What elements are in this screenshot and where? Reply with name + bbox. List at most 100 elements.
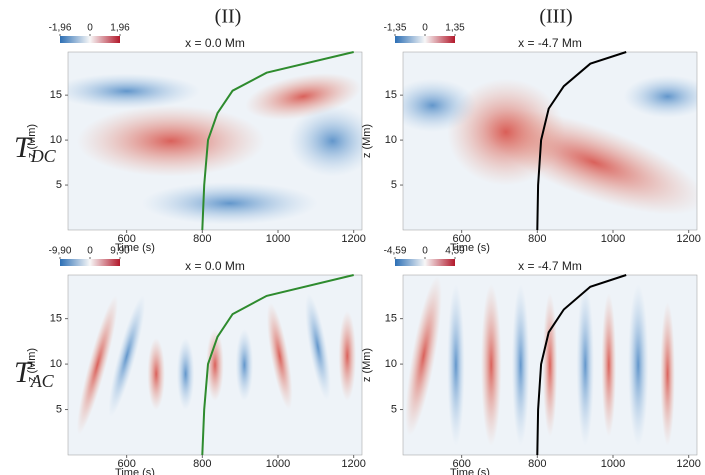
texture: [627, 284, 649, 446]
x-axis-label: Time (s): [450, 242, 490, 254]
texture: [338, 311, 357, 401]
y-tick-label: 5: [391, 179, 397, 191]
x-tick-label: 1200: [676, 233, 700, 245]
texture: [511, 284, 530, 446]
texture: [305, 293, 331, 401]
panel-title: x = 0.0 Mm: [185, 36, 245, 50]
y-tick-label: 10: [385, 134, 397, 146]
colorbar-label: -1,96: [49, 23, 72, 34]
frame: [67, 274, 363, 456]
row-subscript: DC: [30, 146, 57, 166]
y-tick-label: 15: [385, 89, 397, 101]
texture: [206, 329, 224, 401]
curve: [536, 51, 627, 231]
y-axis-label: z (Mm): [361, 124, 373, 158]
texture: [601, 293, 617, 437]
panel-title: x = -4.7 Mm: [518, 36, 582, 50]
frame: [402, 274, 698, 456]
texture: [266, 302, 293, 410]
colorbar-label: -9,90: [49, 246, 72, 257]
x-tick-label: 600: [117, 233, 135, 245]
texture: [403, 78, 477, 133]
texture: [147, 338, 166, 410]
texture: [235, 329, 254, 401]
row-label: TAC: [14, 356, 55, 391]
x-axis-label: Time (s): [115, 242, 155, 254]
colorbar: [395, 259, 455, 266]
colorbar-label: 9,90: [110, 246, 130, 257]
x-tick-label: 800: [193, 458, 211, 470]
x-tick-label: 800: [528, 458, 546, 470]
x-tick-label: 1000: [601, 233, 625, 245]
x-tick-label: 1000: [266, 233, 290, 245]
colorbar-label: 4,59: [445, 246, 465, 257]
curve: [536, 274, 627, 456]
x-tick-label: 1200: [676, 458, 700, 470]
y-axis-label: z (Mm): [26, 124, 38, 158]
texture: [405, 276, 442, 436]
y-axis-label: z (Mm): [361, 348, 373, 382]
heatmap: [68, 275, 362, 455]
y-tick-label: 5: [56, 179, 62, 191]
colorbar-label: 0: [87, 246, 93, 257]
colorbar-label: -4,59: [384, 246, 407, 257]
x-tick-label: 1000: [266, 458, 290, 470]
x-tick-label: 800: [528, 233, 546, 245]
y-tick-label: 5: [56, 403, 62, 415]
colorbar-label: 0: [422, 23, 428, 34]
heatmap: [68, 52, 362, 230]
row-subscript: AC: [30, 371, 55, 391]
y-axis-label: z (Mm): [26, 348, 38, 382]
panel-title: x = -4.7 Mm: [518, 259, 582, 273]
curve: [201, 51, 354, 231]
y-tick-label: 15: [50, 89, 62, 101]
row-symbol: T: [14, 131, 33, 164]
texture: [542, 293, 558, 437]
texture: [660, 302, 675, 446]
texture: [288, 105, 362, 177]
colorbar-label: 1,35: [445, 23, 465, 34]
column-header: (III): [539, 6, 572, 28]
texture: [76, 295, 118, 435]
colorbar-label: 0: [87, 23, 93, 34]
y-tick-label: 10: [50, 358, 62, 370]
colorbar-label: -1,35: [384, 23, 407, 34]
x-tick-label: 600: [117, 458, 135, 470]
frame: [67, 51, 363, 231]
colorbar-label: 1,96: [110, 23, 130, 34]
y-tick-label: 15: [385, 313, 397, 325]
panel-title: x = 0.0 Mm: [185, 259, 245, 273]
texture: [108, 295, 146, 417]
texture: [576, 284, 595, 446]
curve: [201, 274, 354, 456]
texture: [480, 284, 502, 446]
y-tick-label: 15: [50, 313, 62, 325]
texture: [141, 181, 318, 225]
row-label: TDC: [14, 131, 57, 166]
x-tick-label: 1000: [601, 458, 625, 470]
y-tick-label: 5: [391, 403, 397, 415]
heatmap: [403, 52, 697, 230]
heatmap: [403, 275, 697, 455]
x-tick-label: 1200: [341, 458, 365, 470]
texture: [76, 105, 265, 177]
x-tick-label: 1200: [341, 233, 365, 245]
column-header: (II): [215, 6, 242, 28]
frame: [402, 51, 698, 231]
x-tick-label: 800: [193, 233, 211, 245]
texture: [68, 73, 201, 109]
texture: [447, 284, 465, 446]
texture: [447, 78, 565, 186]
texture: [176, 338, 195, 410]
x-axis-label: Time (s): [115, 467, 155, 475]
y-tick-label: 10: [50, 134, 62, 146]
colorbar: [60, 259, 120, 266]
colorbar: [395, 36, 455, 43]
texture: [623, 75, 697, 118]
x-axis-label: Time (s): [450, 467, 490, 475]
colorbar-label: 0: [422, 246, 428, 257]
y-tick-label: 10: [385, 358, 397, 370]
row-symbol: T: [14, 356, 33, 389]
x-tick-label: 600: [452, 458, 470, 470]
